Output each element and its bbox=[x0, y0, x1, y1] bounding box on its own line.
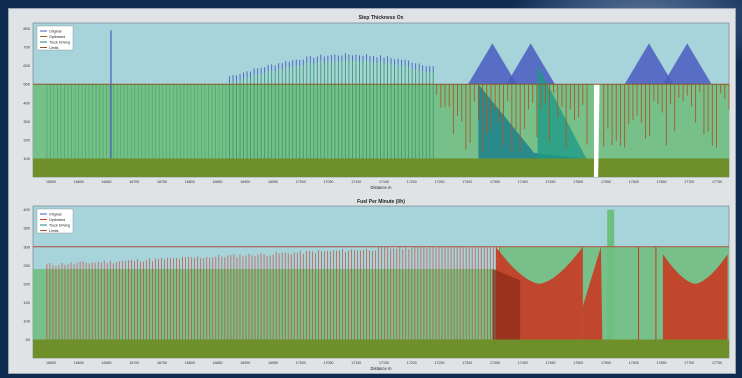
y-tick-label: 200 bbox=[23, 281, 30, 286]
x-tick-label: 16750 bbox=[157, 361, 167, 365]
x-tick-label: 16700 bbox=[129, 361, 139, 365]
original-peak bbox=[624, 43, 674, 85]
y-tick-label: 300 bbox=[23, 244, 30, 249]
original-peak bbox=[506, 43, 555, 85]
x-tick-label: 17550 bbox=[601, 180, 611, 184]
y-tick-label: 600 bbox=[23, 63, 30, 68]
step-thickness-chart: Step Thickness Ox 800 700 600 500 400 300 200 10… bbox=[23, 15, 730, 190]
y-tick-label: 400 bbox=[23, 100, 30, 105]
x-tick-label: 17600 bbox=[629, 361, 639, 365]
x-tick-label: 17150 bbox=[379, 361, 389, 365]
x-tick-label: 17500 bbox=[573, 180, 583, 184]
step-thickness-panel: Step Thickness Ox 800 700 600 500 400 300 200 10… bbox=[9, 9, 735, 192]
x-tick-label: 17100 bbox=[351, 180, 361, 184]
peak-bar bbox=[607, 209, 615, 340]
y-tick-label: 200 bbox=[23, 137, 30, 142]
x-tick-label: 17600 bbox=[629, 180, 639, 184]
x-tick-label: 17300 bbox=[462, 180, 472, 184]
y-tick-label: 800 bbox=[23, 26, 30, 31]
x-tick-label: 16650 bbox=[102, 180, 112, 184]
x-tick-label: 17350 bbox=[490, 180, 500, 184]
legend-entry: Original bbox=[49, 212, 62, 216]
legend-entry: Limits bbox=[49, 229, 59, 233]
x-tick-label: 17450 bbox=[546, 361, 556, 365]
x-tick-label: 17550 bbox=[601, 361, 611, 365]
legend-entry: Truck Driving bbox=[49, 223, 70, 227]
x-tick-label: 16500 bbox=[46, 180, 56, 184]
x-tick-label: 16650 bbox=[102, 361, 112, 365]
fuel-per-minute-panel: Fuel Per Minute (l/h) 400 350 300 250 200 150 1… bbox=[9, 193, 735, 373]
y-tick-label: 50 bbox=[26, 337, 31, 342]
x-tick-label: 16850 bbox=[213, 180, 223, 184]
x-tick-label: 17450 bbox=[546, 180, 556, 184]
x-tick-label: 17650 bbox=[657, 180, 667, 184]
y-tick-label: 400 bbox=[23, 207, 30, 212]
x-tick-label: 16600 bbox=[74, 361, 84, 365]
drop-gap bbox=[593, 84, 600, 177]
x-tick-label: 17200 bbox=[407, 361, 417, 365]
fuel-per-minute-chart: Fuel Per Minute (l/h) 400 350 300 250 200 150 1… bbox=[23, 199, 730, 371]
x-tick-label: 17300 bbox=[462, 361, 472, 365]
original-peak bbox=[468, 43, 517, 85]
original-peak bbox=[662, 43, 712, 85]
x-tick-label: 17750 bbox=[712, 361, 722, 365]
x-tick-label: 16950 bbox=[268, 180, 278, 184]
x-tick-label: 17000 bbox=[296, 180, 306, 184]
legend-entry: Limits bbox=[49, 46, 59, 50]
fuel-area bbox=[492, 269, 521, 340]
x-tick-label: 17200 bbox=[407, 180, 417, 184]
legend-entry: Optimized bbox=[49, 35, 65, 39]
x-axis-label: Distance m bbox=[371, 185, 392, 190]
x-tick-label: 17500 bbox=[573, 361, 583, 365]
x-tick-label: 16800 bbox=[185, 180, 195, 184]
x-tick-label: 17050 bbox=[324, 361, 334, 365]
y-tick-label: 300 bbox=[23, 119, 30, 124]
y-tick-label: 700 bbox=[23, 45, 30, 50]
x-tick-label: 17350 bbox=[490, 361, 500, 365]
legend-entry: Optimized bbox=[49, 218, 65, 222]
x-tick-label: 17000 bbox=[296, 361, 306, 365]
x-tick-label: 16700 bbox=[129, 180, 139, 184]
x-tick-label: 16900 bbox=[240, 180, 250, 184]
x-tick-label: 17250 bbox=[435, 361, 445, 365]
y-tick-label: 350 bbox=[23, 226, 30, 231]
x-tick-label: 17250 bbox=[435, 180, 445, 184]
legend-box bbox=[36, 25, 74, 51]
y-tick-label: 250 bbox=[23, 263, 30, 268]
x-axis-label: Distance m bbox=[371, 366, 392, 371]
x-tick-label: 17050 bbox=[324, 180, 334, 184]
x-tick-label: 16950 bbox=[268, 361, 278, 365]
legend-box bbox=[36, 208, 74, 234]
x-tick-label: 16750 bbox=[157, 180, 167, 184]
x-tick-label: 16800 bbox=[185, 361, 195, 365]
chart-title: Step Thickness Ox bbox=[359, 15, 404, 21]
x-tick-label: 17700 bbox=[684, 361, 694, 365]
y-tick-label: 150 bbox=[23, 300, 30, 305]
x-tick-label: 16500 bbox=[46, 361, 56, 365]
baseline-band bbox=[33, 339, 729, 358]
y-tick-label: 500 bbox=[23, 82, 30, 87]
x-tick-label: 17700 bbox=[684, 180, 694, 184]
legend-entry: Original bbox=[49, 29, 62, 33]
x-tick-label: 16850 bbox=[213, 361, 223, 365]
chart-window: Step Thickness Ox 800 700 600 500 400 300 200 10… bbox=[8, 8, 736, 374]
y-tick-label: 100 bbox=[23, 156, 30, 161]
x-tick-label: 16600 bbox=[74, 180, 84, 184]
y-tick-label: 100 bbox=[23, 318, 30, 323]
teal-wedge bbox=[478, 84, 583, 159]
x-tick-label: 17400 bbox=[518, 361, 528, 365]
x-tick-label: 17400 bbox=[518, 180, 528, 184]
x-tick-label: 17750 bbox=[712, 180, 722, 184]
fuel-area bbox=[662, 254, 728, 340]
fuel-area bbox=[582, 246, 603, 340]
x-tick-label: 16900 bbox=[240, 361, 250, 365]
x-tick-label: 17100 bbox=[351, 361, 361, 365]
x-tick-label: 17650 bbox=[657, 361, 667, 365]
baseline-band bbox=[33, 158, 729, 177]
x-tick-label: 17150 bbox=[379, 180, 389, 184]
chart-title: Fuel Per Minute (l/h) bbox=[357, 199, 405, 205]
legend-entry: Truck Driving bbox=[49, 40, 70, 44]
